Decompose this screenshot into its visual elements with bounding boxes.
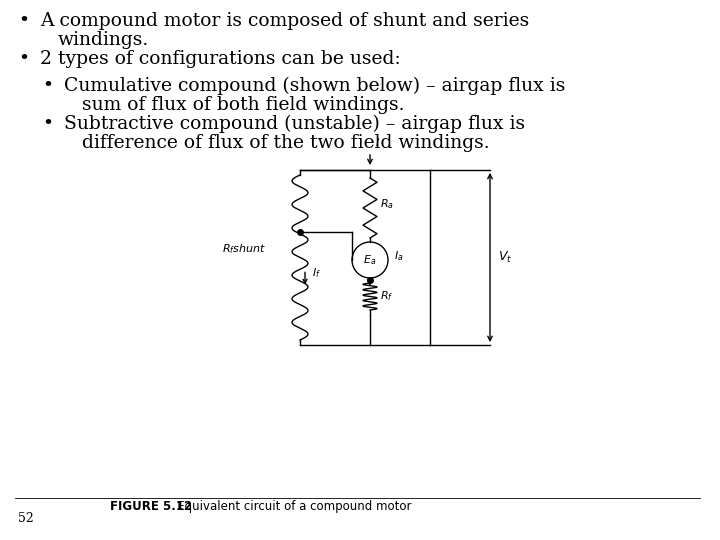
Text: •: • — [42, 77, 53, 95]
Text: $V_t$: $V_t$ — [498, 250, 512, 265]
Text: Cumulative compound (shown below) – airgap flux is: Cumulative compound (shown below) – airg… — [64, 77, 565, 95]
Text: sum of flux of both field windings.: sum of flux of both field windings. — [82, 96, 405, 114]
Text: $R_{f}shunt$: $R_{f}shunt$ — [222, 242, 266, 256]
Text: $I$: $I$ — [375, 136, 380, 148]
Text: $I_f$: $I_f$ — [312, 267, 321, 280]
Text: $E_a$: $E_a$ — [364, 253, 377, 267]
Text: •: • — [18, 12, 29, 30]
Text: $I_a$: $I_a$ — [394, 249, 403, 263]
Text: •: • — [18, 50, 29, 68]
Text: difference of flux of the two field windings.: difference of flux of the two field wind… — [82, 134, 490, 152]
Text: FIGURE 5.12: FIGURE 5.12 — [110, 500, 192, 513]
Text: windings.: windings. — [58, 31, 149, 49]
Text: A compound motor is composed of shunt and series: A compound motor is composed of shunt an… — [40, 12, 529, 30]
Text: •: • — [42, 115, 53, 133]
Text: Equivalent circuit of a compound motor: Equivalent circuit of a compound motor — [166, 500, 412, 513]
Text: Subtractive compound (unstable) – airgap flux is: Subtractive compound (unstable) – airgap… — [64, 115, 525, 133]
Text: 2 types of configurations can be used:: 2 types of configurations can be used: — [40, 50, 400, 68]
Text: 52: 52 — [18, 512, 34, 525]
Text: $R_a$: $R_a$ — [380, 197, 394, 211]
Text: $R_f$: $R_f$ — [380, 289, 393, 303]
